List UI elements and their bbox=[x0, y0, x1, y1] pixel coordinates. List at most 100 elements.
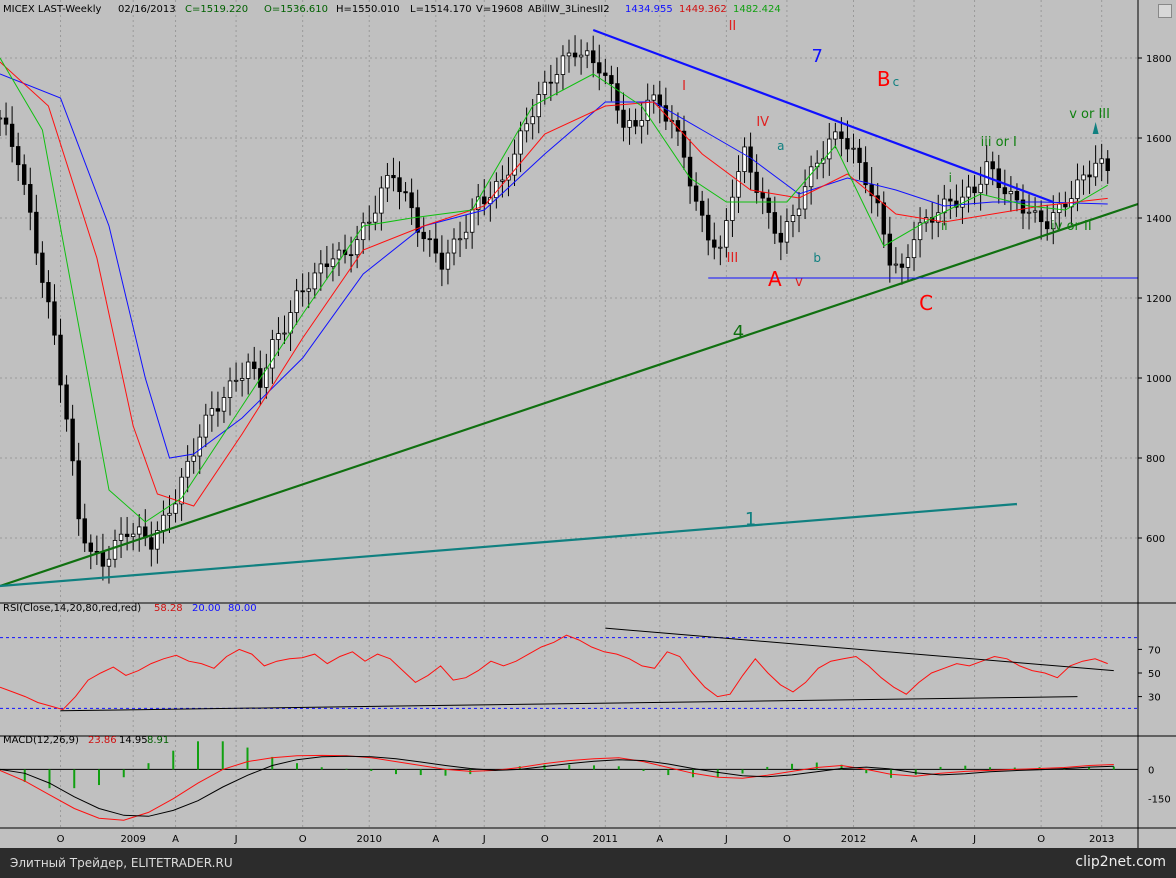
candle-body bbox=[421, 231, 426, 240]
time-tick-label: J bbox=[972, 834, 976, 845]
candle-body bbox=[754, 171, 759, 193]
macd-tick-label: -150 bbox=[1148, 795, 1171, 806]
candle-body bbox=[167, 512, 172, 516]
price-tick-label: 1200 bbox=[1146, 294, 1171, 305]
candle-body bbox=[1057, 203, 1062, 214]
wave-label: c bbox=[893, 75, 900, 89]
candle-body bbox=[15, 146, 21, 166]
candle-body bbox=[724, 220, 729, 248]
candle-body bbox=[385, 175, 390, 189]
rsi-value: 58.28 bbox=[154, 603, 183, 614]
candle-body bbox=[294, 290, 299, 313]
candle-body bbox=[627, 120, 632, 128]
close-icon[interactable] bbox=[1158, 4, 1172, 18]
candle-body bbox=[1081, 174, 1086, 181]
candle-body bbox=[584, 50, 590, 56]
indicator-label: ABillW_3LinesII2 bbox=[528, 4, 610, 15]
wave-label: II bbox=[729, 19, 737, 34]
candle-body bbox=[972, 186, 977, 194]
candle-body bbox=[149, 537, 154, 550]
candle-body bbox=[1026, 211, 1032, 214]
candle-body bbox=[790, 215, 796, 223]
candle-body bbox=[1105, 158, 1110, 171]
macd-tick-label: 0 bbox=[1148, 765, 1154, 776]
wave-label: A bbox=[768, 267, 782, 291]
wave-label: I bbox=[682, 79, 686, 94]
candle-body bbox=[699, 200, 705, 216]
candle-body bbox=[1075, 179, 1080, 199]
candle-body bbox=[936, 212, 941, 223]
candle-body bbox=[851, 147, 856, 150]
candle-body bbox=[161, 514, 166, 531]
candle-body bbox=[536, 94, 541, 118]
candle-body bbox=[463, 231, 469, 240]
candle-body bbox=[76, 460, 81, 520]
wave-label: III bbox=[727, 251, 739, 266]
macd-hist: 8.91 bbox=[147, 735, 169, 746]
wave-label: 4 bbox=[733, 322, 744, 343]
wave-label: 7 bbox=[811, 46, 822, 67]
candle-body bbox=[712, 239, 717, 248]
candle-body bbox=[1063, 203, 1068, 208]
candle-body bbox=[58, 334, 63, 386]
candle-body bbox=[300, 290, 305, 293]
candle-body bbox=[639, 120, 644, 127]
candle-body bbox=[845, 138, 850, 150]
up-arrow-icon bbox=[1092, 122, 1099, 134]
macd-line bbox=[0, 754, 1114, 821]
candle-body bbox=[1020, 199, 1026, 214]
candle-body bbox=[64, 384, 69, 420]
candle-body bbox=[379, 187, 384, 214]
candle-body bbox=[821, 158, 826, 164]
candle-body bbox=[252, 361, 257, 369]
candle-body bbox=[633, 120, 638, 127]
ind-blue-value: 1434.955 bbox=[625, 4, 673, 15]
time-tick-label: J bbox=[724, 834, 728, 845]
candle-body bbox=[500, 179, 505, 182]
footer-caption: Элитный Трейдер, ELITETRADER.RU bbox=[10, 856, 233, 870]
time-tick-label: 2009 bbox=[120, 834, 145, 845]
rsi-line bbox=[0, 634, 1108, 711]
time-tick-label: A bbox=[656, 834, 663, 845]
candle-body bbox=[70, 418, 75, 462]
price-tick-label: 1000 bbox=[1146, 374, 1171, 385]
candle-body bbox=[893, 263, 899, 266]
candle-body bbox=[857, 147, 862, 163]
candle-body bbox=[748, 146, 753, 173]
candle-body bbox=[185, 460, 190, 478]
candle-body bbox=[899, 263, 905, 268]
macd-panel bbox=[0, 741, 1138, 821]
candle-body bbox=[306, 288, 311, 292]
time-tick-label: 2011 bbox=[593, 834, 618, 845]
candle-body bbox=[839, 131, 844, 139]
rsi-label: RSI(Close,14,20,80,red,red) bbox=[3, 603, 141, 614]
candle-body bbox=[203, 414, 209, 438]
trendline-1 bbox=[0, 502, 1018, 588]
candle-body bbox=[524, 123, 529, 132]
rsi-trendline-upper bbox=[605, 627, 1114, 672]
candle-body bbox=[869, 184, 874, 197]
candle-body bbox=[1099, 158, 1104, 164]
candle-body bbox=[548, 81, 554, 84]
candle-body bbox=[978, 183, 983, 194]
clip2net-logo: clip2net.com bbox=[1075, 854, 1166, 870]
time-tick-label: O bbox=[1037, 834, 1045, 845]
candle-body bbox=[742, 146, 747, 173]
candle-body bbox=[827, 138, 832, 160]
candle-body bbox=[46, 282, 51, 303]
wave-label: 1 bbox=[745, 509, 756, 530]
candle-body bbox=[179, 476, 184, 505]
macd-value: 23.86 bbox=[88, 735, 117, 746]
candle-body bbox=[772, 212, 778, 234]
candle-body bbox=[730, 196, 735, 221]
candle-body bbox=[282, 332, 287, 335]
price-tick-label: 1800 bbox=[1146, 54, 1171, 65]
candle-body bbox=[736, 171, 741, 198]
candle-body bbox=[433, 238, 439, 254]
candle-body bbox=[560, 55, 566, 75]
candle-body bbox=[324, 263, 330, 268]
wave-label: iii or I bbox=[981, 135, 1017, 150]
candle-body bbox=[554, 74, 560, 84]
